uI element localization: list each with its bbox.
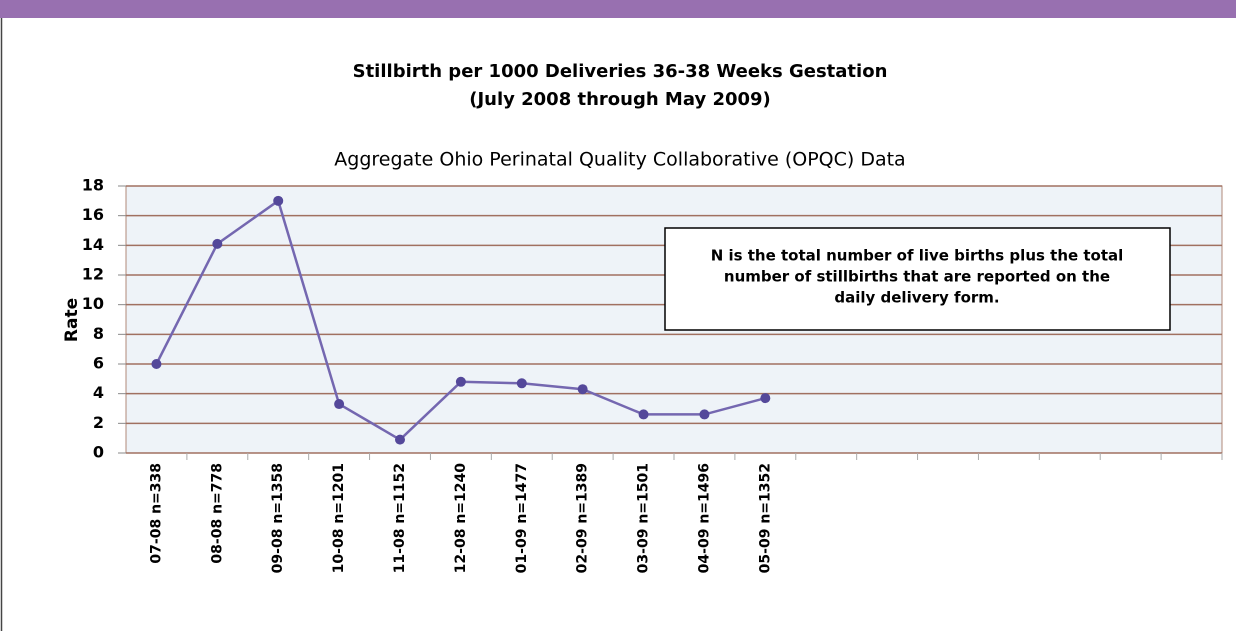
- x-tick-label: 02-09 n=1389: [575, 463, 591, 573]
- x-tick-label: 11-08 n=1152: [392, 463, 408, 573]
- data-point: [638, 409, 649, 420]
- y-tick-label: 10: [82, 294, 104, 313]
- data-point: [577, 384, 588, 395]
- data-point: [455, 376, 466, 387]
- data-point: [212, 238, 223, 249]
- y-tick-label: 2: [93, 413, 104, 432]
- data-point: [395, 434, 405, 445]
- x-tick-label: 01-09 n=1477: [514, 463, 530, 573]
- x-tick-label: 04-09 n=1496: [696, 463, 712, 573]
- y-tick-label: 18: [82, 176, 104, 195]
- x-tick-label: 08-08 n=778: [209, 463, 225, 564]
- y-axis-label: Rate: [62, 298, 82, 342]
- data-point: [334, 399, 345, 410]
- x-tick-label: 07-08 n=338: [148, 463, 164, 564]
- x-tick-label: 10-08 n=1201: [331, 463, 347, 573]
- y-tick-label: 16: [82, 205, 104, 224]
- x-tick-label: 03-09 n=1501: [636, 463, 652, 573]
- x-tick-label: 05-09 n=1352: [757, 463, 773, 573]
- data-point: [516, 378, 527, 389]
- annotation-text: daily delivery form.: [834, 289, 999, 307]
- chart-title: (July 2008 through May 2009): [469, 89, 771, 110]
- y-tick-label: 14: [82, 235, 104, 254]
- annotation-box: [664, 227, 1171, 331]
- annotation-text: N is the total number of live births plu…: [711, 247, 1124, 265]
- x-tick-label: 09-08 n=1358: [270, 463, 286, 573]
- y-tick-label: 4: [93, 383, 104, 402]
- data-point: [273, 195, 284, 206]
- y-tick-label: 6: [93, 354, 104, 373]
- x-tick-label: 12-08 n=1240: [453, 463, 469, 574]
- header-band: [0, 0, 1236, 18]
- data-point: [760, 393, 771, 404]
- data-point: [151, 359, 162, 369]
- chart-title: Stillbirth per 1000 Deliveries 36-38 Wee…: [353, 61, 888, 82]
- y-tick-label: 12: [82, 265, 104, 284]
- chart-subtitle: Aggregate Ohio Perinatal Quality Collabo…: [334, 149, 905, 171]
- data-point: [699, 409, 710, 420]
- y-tick-label: 8: [93, 324, 104, 343]
- annotation-text: number of stillbirths that are reported …: [724, 268, 1110, 286]
- y-tick-label: 0: [93, 443, 104, 462]
